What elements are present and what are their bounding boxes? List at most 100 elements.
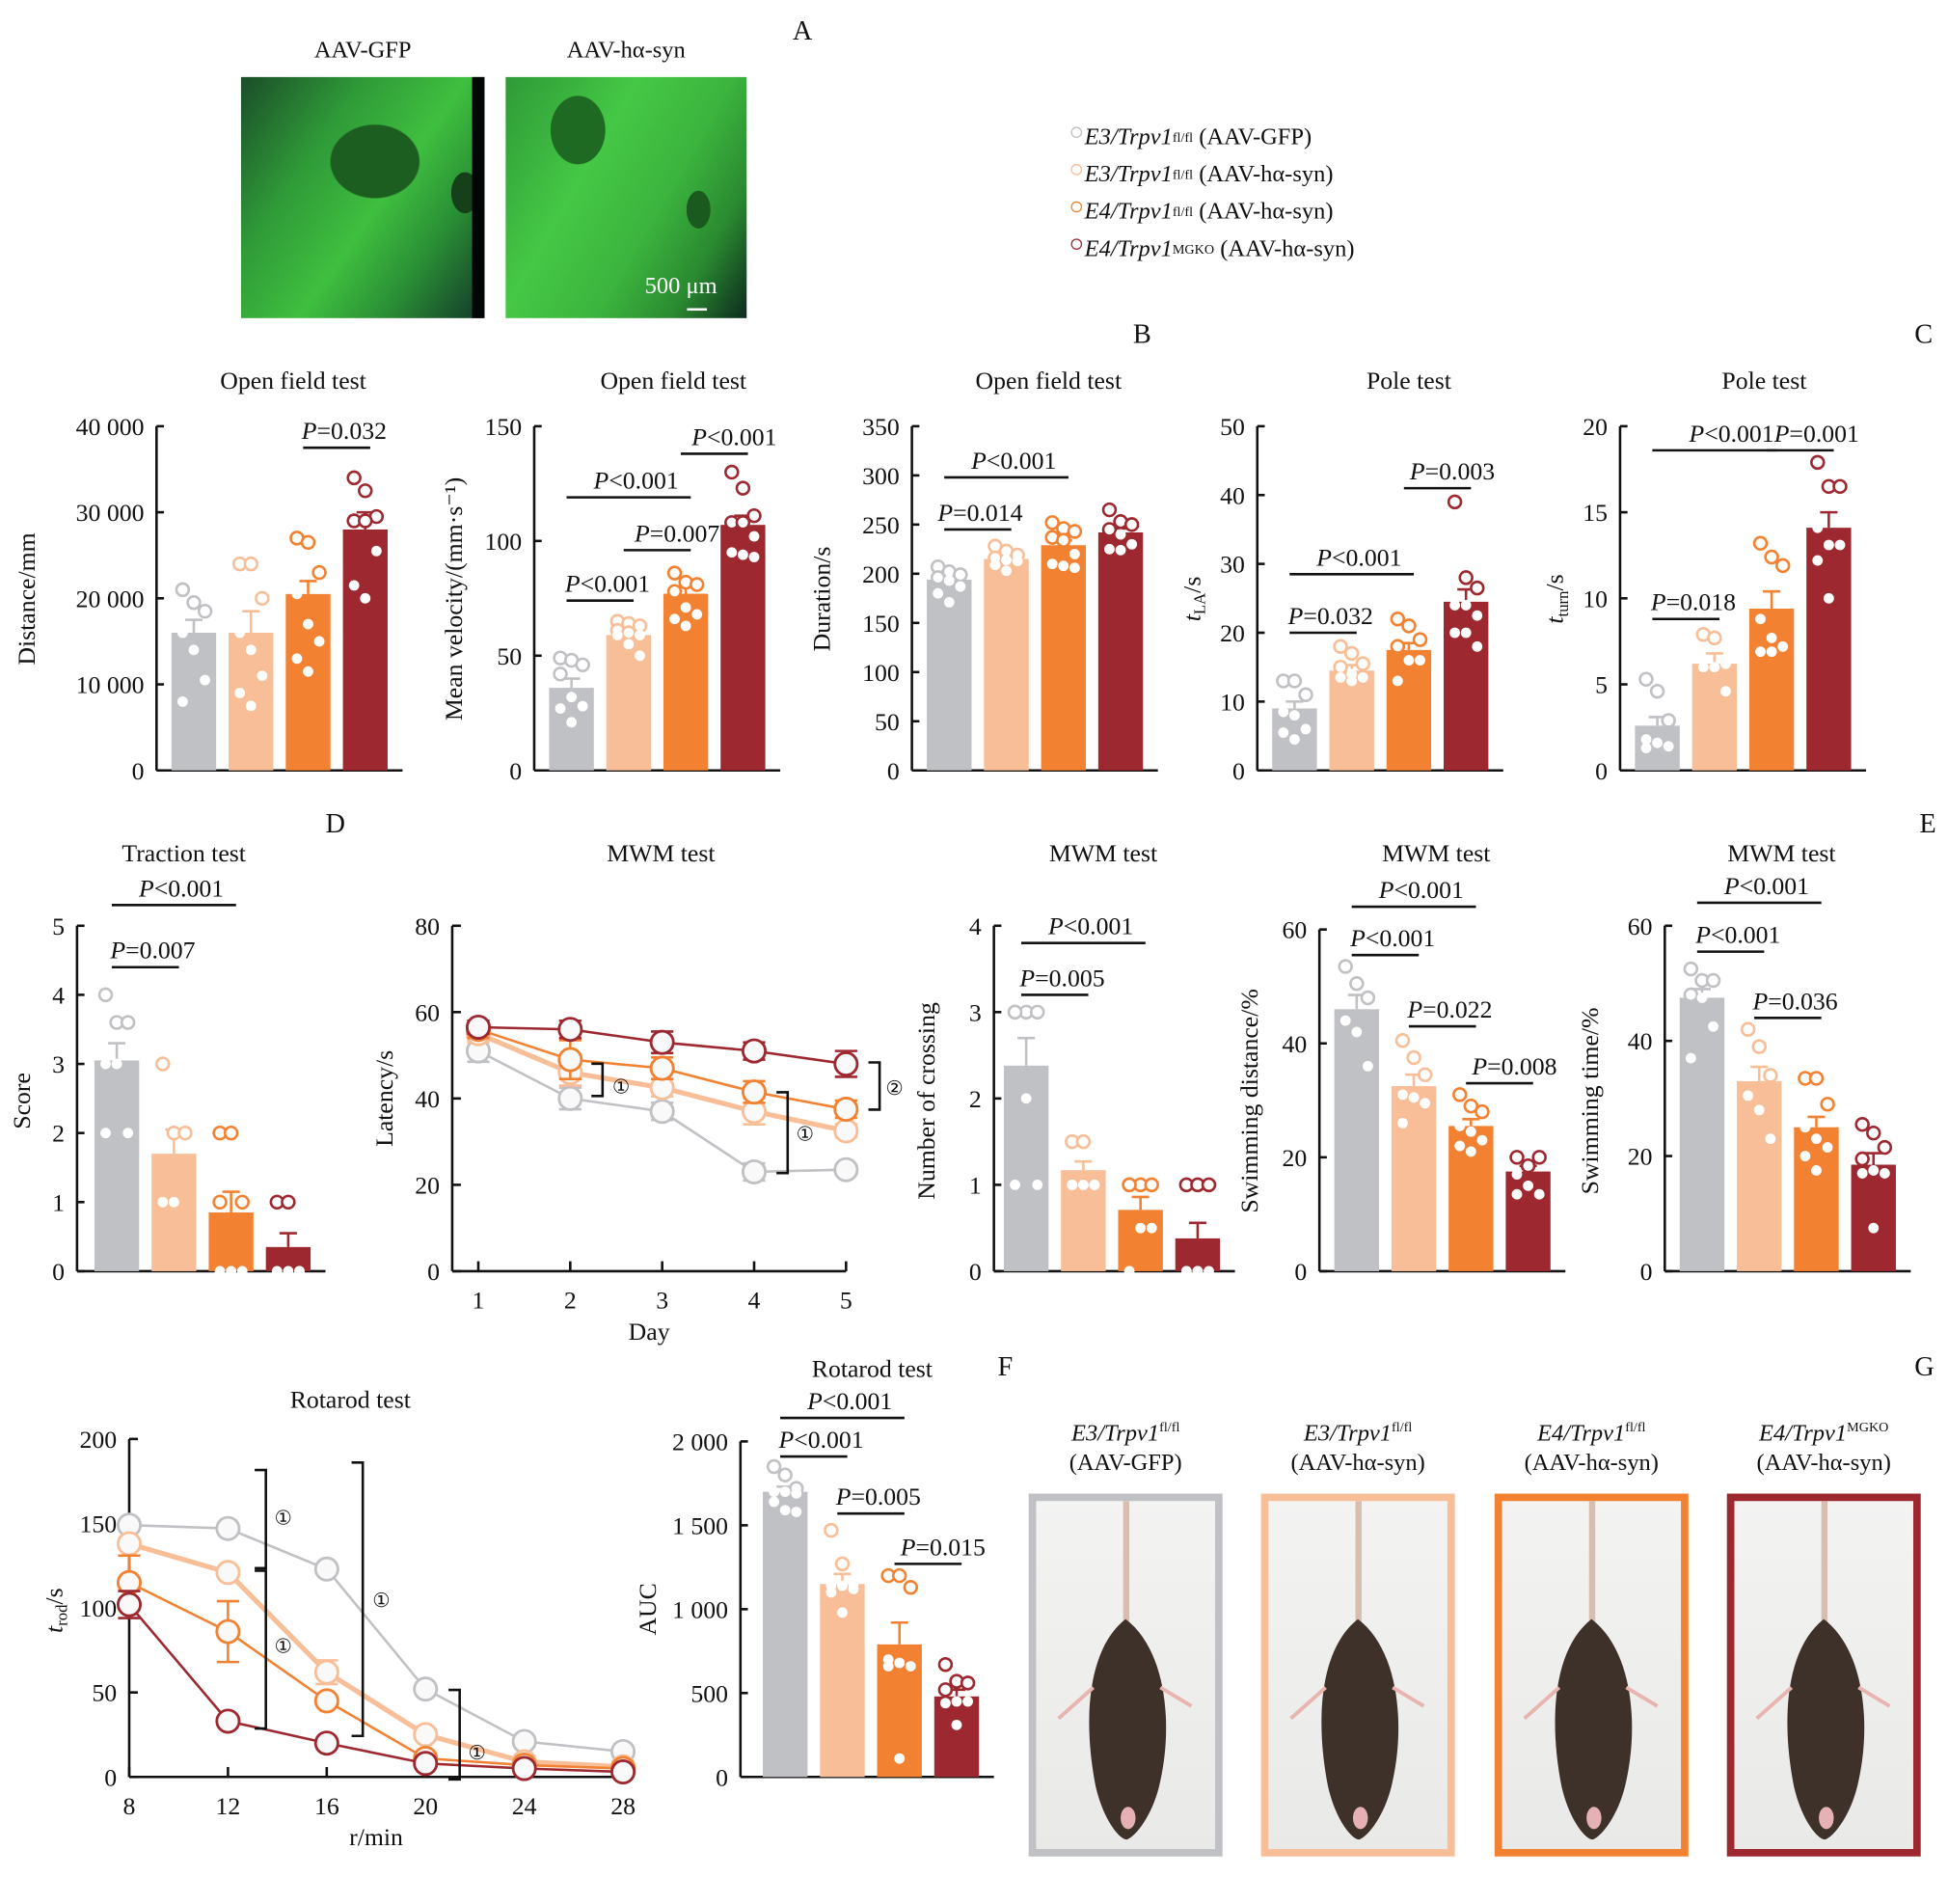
data-point — [1740, 1021, 1756, 1037]
bar — [151, 1154, 197, 1271]
data-point — [1832, 478, 1848, 495]
data-point — [100, 1058, 111, 1070]
y-tick-label: 30 000 — [76, 499, 145, 527]
p-italic: P — [1287, 602, 1304, 630]
data-point — [1397, 1117, 1408, 1129]
y-axis-label: Score — [8, 1073, 36, 1129]
mouse-tail — [1821, 1501, 1828, 1626]
p-italic: P — [835, 1482, 852, 1510]
p-value-label: P=0.008 — [1471, 1052, 1556, 1080]
y-tick-label: 20 — [1220, 619, 1245, 647]
p-italic: P — [564, 570, 581, 598]
data-point — [413, 1722, 439, 1748]
data-point — [1472, 610, 1483, 621]
y-tick-label: 10 000 — [76, 671, 145, 699]
x-tick-label: 20 — [413, 1792, 438, 1820]
data-point — [748, 530, 760, 542]
y-tick-label: 1 000 — [672, 1595, 728, 1623]
mouse-caption-vector: (AAV-hα-syn) — [1290, 1450, 1425, 1477]
bracket-16 — [351, 1461, 365, 1738]
y-axis-label-text: Latency/s — [370, 1050, 398, 1147]
panel-letter-e: E — [1919, 807, 1936, 839]
data-point — [1390, 611, 1406, 627]
significance-marker: ① — [274, 1636, 291, 1657]
data-point — [649, 1055, 675, 1081]
p-rest: <0.001 — [1332, 543, 1401, 571]
data-point — [1335, 671, 1346, 683]
data-point — [1333, 659, 1348, 675]
data-point — [1834, 539, 1846, 551]
y-axis-label: Distance/mm — [13, 532, 41, 665]
data-point — [1708, 1020, 1718, 1032]
y-tick-label: 0 — [716, 1763, 728, 1791]
data-point — [1449, 600, 1461, 611]
data-point — [1278, 727, 1289, 738]
legend-gene: E4/Trpv1 — [1084, 199, 1173, 226]
data-point — [741, 1038, 768, 1064]
data-point — [1420, 1098, 1431, 1109]
legend-genotype-sup: fl/fl — [1172, 204, 1194, 221]
data-point — [1298, 687, 1313, 702]
data-point — [1533, 1188, 1545, 1200]
data-point — [212, 1194, 228, 1210]
bar — [984, 558, 1029, 771]
y-axis-label-text: Duration/s — [808, 547, 836, 652]
data-point — [1032, 1179, 1043, 1190]
p-value-label: P=0.001 — [1773, 420, 1859, 448]
data-point — [168, 1196, 179, 1208]
y-tick-label: 50 — [92, 1679, 117, 1707]
bar — [1386, 649, 1432, 771]
mouse-limbs — [1289, 1685, 1425, 1721]
data-point — [1408, 1092, 1420, 1103]
chart-vel: Open field test Mean velocity/(mm·s⁻¹) 0 50… — [440, 367, 781, 785]
bar — [1679, 997, 1725, 1271]
data-point — [313, 1556, 339, 1582]
data-point — [1278, 706, 1289, 718]
data-point — [1339, 1015, 1351, 1026]
p-value-label: P<0.001 — [138, 874, 224, 902]
data-point — [1122, 1177, 1137, 1193]
data-point — [1460, 627, 1472, 639]
micrograph-label: AAV-GFP — [313, 37, 412, 64]
y-axis-label-text: Swimming time/% — [1576, 1008, 1604, 1195]
x-tick-label: 28 — [610, 1792, 636, 1820]
y-tick-label: 0 — [1595, 757, 1608, 785]
mouse-icon — [1755, 1501, 1891, 1840]
data-point — [176, 695, 188, 707]
data-point — [303, 666, 313, 677]
x-tick-label: 4 — [748, 1287, 761, 1315]
data-point — [175, 582, 191, 598]
y-axis-label-text: Distance/mm — [13, 532, 41, 665]
data-point — [1058, 560, 1069, 572]
mouse-caption-vector: (AAV-hα-syn) — [1756, 1450, 1891, 1477]
data-point — [234, 627, 246, 639]
mouse-caption: E4/Trpv1MGKO (AAV-hα-syn) — [1702, 1413, 1946, 1480]
data-point — [1454, 1120, 1466, 1131]
data-point — [120, 1015, 136, 1030]
data-point — [726, 547, 738, 558]
data-point — [1823, 539, 1834, 551]
data-point — [566, 692, 578, 703]
data-point — [122, 1128, 134, 1139]
data-point — [748, 552, 760, 562]
data-point — [200, 674, 210, 686]
data-point — [1755, 613, 1766, 625]
genotype: E4/Trpv1 — [1758, 1420, 1848, 1448]
y-tick-label: 40 — [1283, 1030, 1308, 1058]
micrograph-label: AAV-hα-syn — [566, 37, 686, 64]
t: t — [1177, 613, 1205, 621]
data-point — [1067, 1179, 1078, 1190]
significance-marker: ① — [274, 1509, 291, 1530]
y-tick-label: 100 — [862, 659, 900, 687]
data-point — [1868, 1165, 1880, 1176]
y-tick-label: 0 — [104, 1763, 117, 1791]
data-point — [769, 1496, 780, 1508]
mouse-caption: E3/Trpv1fl/fl (AAV-hα-syn) — [1236, 1413, 1480, 1480]
y-tick-label: 0 — [1294, 1258, 1307, 1286]
data-point — [236, 1265, 248, 1277]
data-point — [666, 584, 683, 599]
data-point — [313, 1730, 339, 1756]
x-tick-label: 24 — [512, 1792, 537, 1820]
mouse-caption-vector: (AAV-GFP) — [1069, 1450, 1182, 1477]
